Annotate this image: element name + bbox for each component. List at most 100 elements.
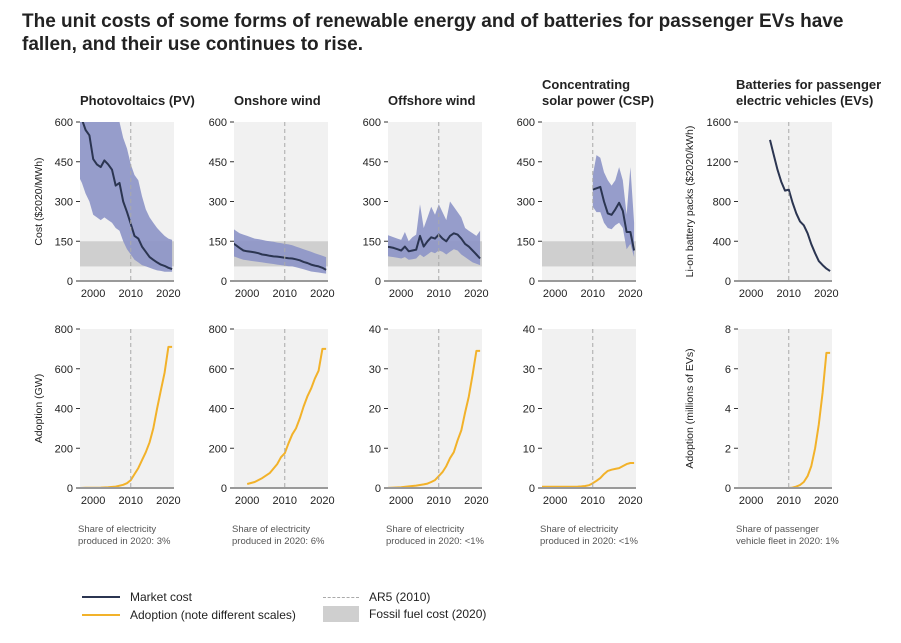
- legend-fossil: Fossil fuel cost (2020): [323, 606, 486, 622]
- x-tick-label: 2000: [739, 495, 763, 507]
- x-tick-label: 2020: [156, 495, 180, 507]
- y-tick-label: 1200: [707, 157, 731, 169]
- y-tick-label: 800: [55, 324, 73, 336]
- chart-panel: 0 2 4 6 8 2000 2010 2020 Adoption (millions of E…: [684, 324, 839, 507]
- y-tick-label: 450: [363, 157, 381, 169]
- chart-clip-group: [592, 155, 636, 258]
- y-axis-label: Cost ($2020/MWh): [33, 157, 45, 245]
- x-tick-label: 2010: [427, 495, 451, 507]
- fossil-fuel-band: [542, 241, 636, 267]
- y-tick-label: 0: [221, 276, 227, 288]
- y-tick-label: 0: [725, 276, 731, 288]
- y-tick-label: 800: [209, 324, 227, 336]
- chart-panel: 0 10 20 30 40 2000 2010 2020: [523, 324, 643, 507]
- x-tick-label: 2010: [581, 288, 605, 300]
- y-tick-label: 30: [523, 364, 535, 376]
- x-tick-label: 2010: [427, 288, 451, 300]
- market-cost-line: [234, 242, 327, 271]
- y-tick-label: 40: [369, 324, 381, 336]
- panel-title: electric vehicles (EVs): [736, 93, 874, 108]
- y-tick-label: 150: [517, 236, 535, 248]
- legend-market-cost: Market cost: [82, 590, 192, 604]
- market-cost-line: [769, 139, 831, 272]
- x-tick-label: 2000: [81, 288, 105, 300]
- y-tick-label: 10: [369, 443, 381, 455]
- y-tick-label: 10: [523, 443, 535, 455]
- y-tick-label: 0: [67, 276, 73, 288]
- y-tick-label: 400: [713, 236, 731, 248]
- y-tick-label: 2: [725, 443, 731, 455]
- market-cost-line: [592, 185, 636, 251]
- y-tick-label: 200: [55, 443, 73, 455]
- x-tick-label: 2000: [235, 495, 259, 507]
- x-tick-label: 2020: [618, 288, 642, 300]
- panel-note: produced in 2020: 3%: [78, 536, 171, 547]
- y-tick-label: 0: [221, 483, 227, 495]
- y-tick-label: 400: [55, 404, 73, 416]
- panel-note: Share of electricity: [78, 524, 157, 535]
- y-tick-label: 300: [55, 197, 73, 209]
- x-tick-label: 2010: [777, 288, 801, 300]
- legend-adoption-swatch: [82, 614, 120, 616]
- y-axis-label: Adoption (millions of EVs): [684, 348, 696, 468]
- x-tick-label: 2020: [814, 495, 838, 507]
- chart-title: The unit costs of some forms of renewabl…: [22, 11, 844, 55]
- y-tick-label: 300: [363, 197, 381, 209]
- x-tick-label: 2000: [389, 495, 413, 507]
- panel-title: Onshore wind: [234, 93, 321, 108]
- legend-market-cost-swatch: [82, 596, 120, 598]
- cost-range-band: [592, 155, 635, 258]
- chart-clip-group: [80, 122, 173, 272]
- adoption-line: [542, 462, 635, 488]
- x-tick-label: 2010: [119, 495, 143, 507]
- plot-background: [542, 329, 636, 488]
- chart-panel: 0 150 300 450 600 2000 2010 2020: [517, 117, 643, 300]
- adoption-line: [788, 351, 831, 488]
- y-tick-label: 4: [725, 404, 731, 416]
- chart-clip-group: [388, 349, 481, 488]
- chart-clip-group: [388, 201, 481, 266]
- panel-note: vehicle fleet in 2020: 1%: [736, 536, 839, 547]
- x-tick-label: 2020: [310, 288, 334, 300]
- y-tick-label: 0: [529, 276, 535, 288]
- panel-title: Batteries for passenger: [736, 77, 882, 92]
- plot-background: [80, 329, 174, 488]
- y-tick-label: 600: [517, 117, 535, 129]
- legend-ar5-swatch: [323, 596, 359, 598]
- panel-note: Share of electricity: [232, 524, 311, 535]
- x-tick-label: 2000: [81, 495, 105, 507]
- panel-title: Concentrating: [542, 77, 631, 92]
- x-tick-label: 2000: [389, 288, 413, 300]
- y-tick-label: 600: [363, 117, 381, 129]
- x-tick-label: 2000: [235, 288, 259, 300]
- y-tick-label: 600: [209, 117, 227, 129]
- x-tick-label: 2000: [739, 288, 763, 300]
- y-tick-label: 450: [209, 157, 227, 169]
- plot-background: [234, 329, 328, 488]
- y-axis-label: Li-on battery packs ($2020/kWh): [684, 126, 696, 278]
- chart-clip-group: [542, 462, 635, 488]
- legend-ar5: AR5 (2010): [323, 590, 430, 604]
- panel-note: Share of electricity: [540, 524, 619, 535]
- chart-panel: 0 150 300 450 600 2000 2010 2020: [209, 117, 335, 300]
- adoption-line: [246, 347, 327, 485]
- x-tick-label: 2020: [814, 288, 838, 300]
- legend-ar5-label: AR5 (2010): [369, 590, 431, 604]
- y-tick-label: 1600: [707, 117, 731, 129]
- y-tick-label: 150: [209, 236, 227, 248]
- adoption-line: [388, 349, 481, 488]
- x-tick-label: 2000: [543, 288, 567, 300]
- chart-clip-group: [246, 347, 327, 485]
- y-tick-label: 0: [375, 276, 381, 288]
- panel-note: produced in 2020: <1%: [386, 536, 484, 547]
- chart-panel: 0 400 800 1200 1600 2000 2010 2020 Li-on battery…: [684, 117, 839, 300]
- y-tick-label: 6: [725, 364, 731, 376]
- y-tick-label: 8: [725, 324, 731, 336]
- x-tick-label: 2020: [464, 495, 488, 507]
- y-tick-label: 800: [713, 197, 731, 209]
- x-tick-label: 2000: [543, 495, 567, 507]
- y-tick-label: 150: [55, 236, 73, 248]
- y-tick-label: 600: [209, 364, 227, 376]
- chart-panel: 0 200 400 600 800 2000 2010 2020 Adoption (GW): [33, 324, 181, 507]
